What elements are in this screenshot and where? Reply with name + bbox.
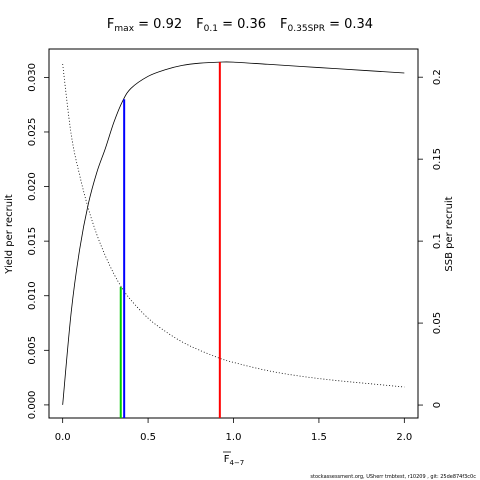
chart-marks — [62, 61, 405, 418]
y-right-tick-label: 0.2 — [432, 69, 443, 85]
y-left-tick-label: 0.025 — [27, 118, 38, 147]
x-tick-label: 1.0 — [226, 432, 242, 443]
plot-frame — [48, 48, 419, 419]
x-tick-label: 1.5 — [311, 432, 327, 443]
y-right-tick-label: 0.15 — [432, 148, 443, 170]
fspr-value: = 0.34 — [325, 17, 373, 32]
y-left-tick-label: 0.000 — [27, 391, 38, 420]
x-axis-title: F4−7 — [224, 454, 245, 467]
ssb-per-recruit-curve — [62, 64, 405, 388]
y-axis-title-left: Yield per recruit — [4, 194, 15, 275]
y-right-tick-label: 0.1 — [432, 233, 443, 249]
chart-title: Fmax = 0.92 F0.1 = 0.36 F0.35SPR = 0.34 — [107, 17, 373, 34]
y-axis-title-right: SSB per recruit — [444, 196, 455, 271]
yield-per-recruit-curve — [62, 61, 405, 405]
f01-subscript: 0.1 — [204, 24, 218, 34]
chart-axes: 0.0 0.5 1.0 1.5 2.0 0.000 0.005 0.010 0.015 0.020… — [27, 63, 443, 443]
y-left-tick-label: 0.020 — [27, 172, 38, 201]
y-right-tick-label: 0 — [432, 402, 443, 408]
f01-value: = 0.36 — [218, 17, 266, 32]
fspr-subscript: 0.35SPR — [288, 24, 325, 34]
x-tick-label: 2.0 — [396, 432, 412, 443]
footer-text: stockassessment.org, USherr tmbtest, r10… — [310, 474, 476, 480]
y-right-tick-label: 0.05 — [432, 312, 443, 334]
fmax-value: = 0.92 — [134, 17, 182, 32]
y-left-tick-label: 0.015 — [27, 227, 38, 256]
x-axis-title-subscript: 4−7 — [229, 459, 244, 467]
y-left-tick-label: 0.030 — [27, 63, 38, 92]
x-tick-label: 0.5 — [140, 432, 156, 443]
fspr-label: F — [280, 17, 287, 32]
y-left-tick-label: 0.010 — [27, 281, 38, 310]
fmax-subscript: max — [114, 24, 134, 34]
x-tick-label: 0.0 — [55, 432, 71, 443]
fmax-label: F — [107, 17, 114, 32]
y-left-tick-label: 0.005 — [27, 336, 38, 365]
x-axis-title-main: F — [224, 454, 230, 465]
f01-label: F — [196, 17, 203, 32]
